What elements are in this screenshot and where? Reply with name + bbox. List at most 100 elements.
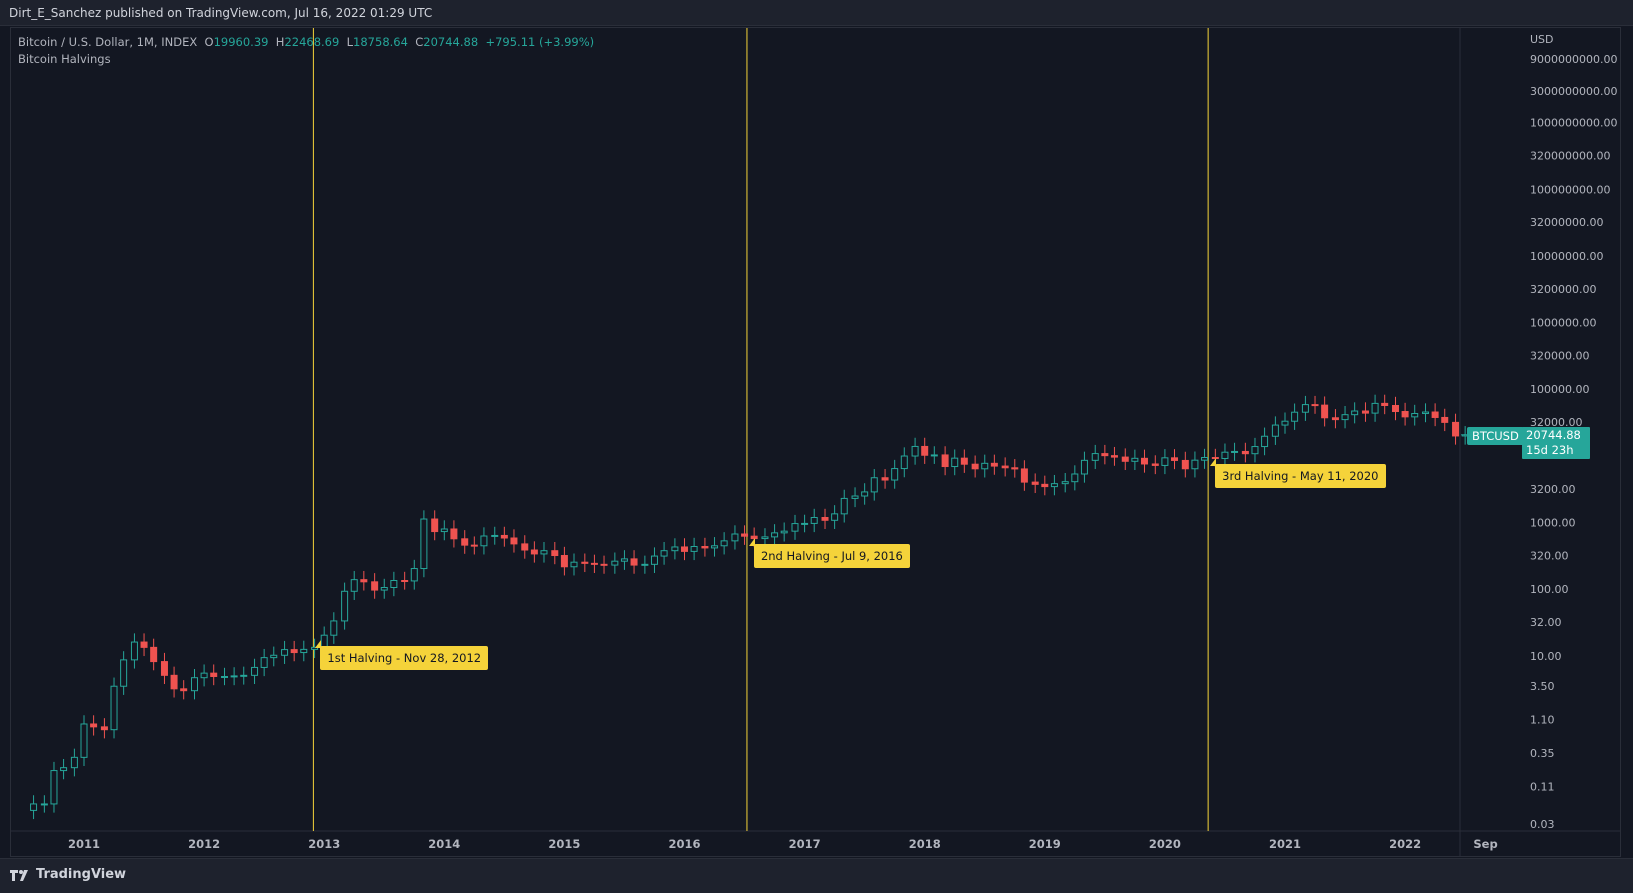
candle-body[interactable]: [1050, 483, 1058, 488]
candle-body[interactable]: [500, 534, 508, 539]
candle-body[interactable]: [1291, 411, 1299, 422]
candle-body[interactable]: [1101, 453, 1109, 457]
candle-body[interactable]: [1251, 446, 1259, 455]
candle-body[interactable]: [30, 803, 38, 811]
candle-body[interactable]: [650, 555, 658, 565]
candle-body[interactable]: [570, 561, 578, 568]
candle-body[interactable]: [701, 545, 709, 549]
candle-body[interactable]: [1231, 450, 1239, 453]
candle-body[interactable]: [870, 477, 878, 493]
candle-body[interactable]: [1321, 404, 1329, 419]
candle-body[interactable]: [1311, 404, 1319, 407]
candle-body[interactable]: [1361, 410, 1369, 414]
candle-body[interactable]: [180, 688, 188, 692]
candle-body[interactable]: [1422, 411, 1430, 415]
candle-body[interactable]: [40, 803, 48, 806]
candle-body[interactable]: [330, 620, 338, 636]
candle-body[interactable]: [630, 558, 638, 566]
candle-body[interactable]: [461, 538, 469, 546]
candle-body[interactable]: [951, 457, 959, 468]
candle-body[interactable]: [480, 535, 488, 547]
candle-body[interactable]: [620, 558, 628, 562]
candle-body[interactable]: [611, 560, 619, 566]
candle-body[interactable]: [590, 562, 598, 565]
candle-body[interactable]: [1191, 459, 1199, 470]
candle-body[interactable]: [921, 445, 929, 456]
candle-body[interactable]: [210, 672, 218, 677]
candle-body[interactable]: [831, 513, 839, 521]
candle-body[interactable]: [90, 723, 98, 728]
candle-body[interactable]: [300, 648, 308, 654]
tradingview-logo[interactable]: TradingView: [10, 867, 126, 882]
halving-label[interactable]: 3rd Halving - May 11, 2020: [1210, 458, 1386, 488]
candle-body[interactable]: [840, 497, 848, 515]
candle-body[interactable]: [1351, 410, 1359, 416]
candle-body[interactable]: [1091, 453, 1099, 461]
candle-body[interactable]: [741, 533, 749, 537]
candle-body[interactable]: [780, 530, 788, 534]
candle-body[interactable]: [371, 581, 379, 591]
candle-body[interactable]: [1411, 413, 1419, 418]
candle-body[interactable]: [1110, 455, 1118, 458]
candle-body[interactable]: [50, 770, 58, 805]
candle-body[interactable]: [190, 677, 198, 692]
candle-body[interactable]: [791, 523, 799, 532]
indicator-name[interactable]: Bitcoin Halvings: [18, 52, 111, 66]
candle-body[interactable]: [690, 545, 698, 552]
candle-body[interactable]: [1071, 473, 1079, 483]
candle-body[interactable]: [510, 537, 518, 545]
candle-body[interactable]: [560, 555, 568, 568]
candle-body[interactable]: [350, 579, 358, 592]
candle-body[interactable]: [281, 649, 289, 656]
candle-body[interactable]: [130, 641, 138, 661]
candle-body[interactable]: [1381, 402, 1389, 406]
candle-body[interactable]: [1140, 457, 1148, 465]
candle-body[interactable]: [711, 545, 719, 549]
candle-body[interactable]: [341, 590, 349, 622]
candle-body[interactable]: [810, 516, 818, 524]
candle-body[interactable]: [70, 756, 78, 769]
candle-body[interactable]: [1441, 416, 1449, 423]
candle-body[interactable]: [720, 540, 728, 547]
candle-body[interactable]: [861, 491, 869, 497]
candle-body[interactable]: [420, 518, 428, 570]
candle-body[interactable]: [230, 675, 238, 678]
candle-body[interactable]: [1391, 404, 1399, 413]
candle-body[interactable]: [311, 646, 319, 650]
candle-body[interactable]: [981, 462, 989, 470]
candle-body[interactable]: [761, 536, 769, 540]
candle-body[interactable]: [1001, 465, 1009, 469]
candle-body[interactable]: [120, 659, 128, 687]
candle-body[interactable]: [941, 454, 949, 468]
candle-body[interactable]: [1011, 467, 1019, 470]
candle-body[interactable]: [1031, 481, 1039, 485]
candle-body[interactable]: [290, 649, 298, 654]
candle-body[interactable]: [1020, 468, 1028, 483]
candle-body[interactable]: [1281, 420, 1289, 426]
candle-body[interactable]: [821, 516, 829, 521]
candle-body[interactable]: [1341, 414, 1349, 421]
candle-body[interactable]: [960, 457, 968, 465]
candle-body[interactable]: [80, 723, 88, 758]
candle-body[interactable]: [801, 522, 809, 525]
candle-body[interactable]: [1041, 483, 1049, 488]
candle-body[interactable]: [60, 767, 68, 772]
halving-label[interactable]: 2nd Halving - Jul 9, 2016: [748, 538, 910, 568]
candle-body[interactable]: [1301, 404, 1309, 413]
candle-body[interactable]: [1452, 421, 1460, 437]
candle-body[interactable]: [1151, 463, 1159, 466]
candle-body[interactable]: [1331, 417, 1339, 421]
candle-body[interactable]: [1371, 402, 1379, 414]
candle-body[interactable]: [440, 528, 448, 533]
candle-body[interactable]: [170, 674, 178, 690]
candle-body[interactable]: [521, 543, 529, 551]
candle-body[interactable]: [990, 462, 998, 467]
candle-body[interactable]: [110, 685, 118, 731]
candle-body[interactable]: [1261, 435, 1269, 448]
candle-body[interactable]: [771, 532, 779, 538]
candle-body[interactable]: [731, 533, 739, 542]
candle-body[interactable]: [530, 549, 538, 555]
candle-body[interactable]: [1080, 459, 1088, 475]
candle-body[interactable]: [891, 468, 899, 481]
candle-body[interactable]: [581, 561, 589, 564]
